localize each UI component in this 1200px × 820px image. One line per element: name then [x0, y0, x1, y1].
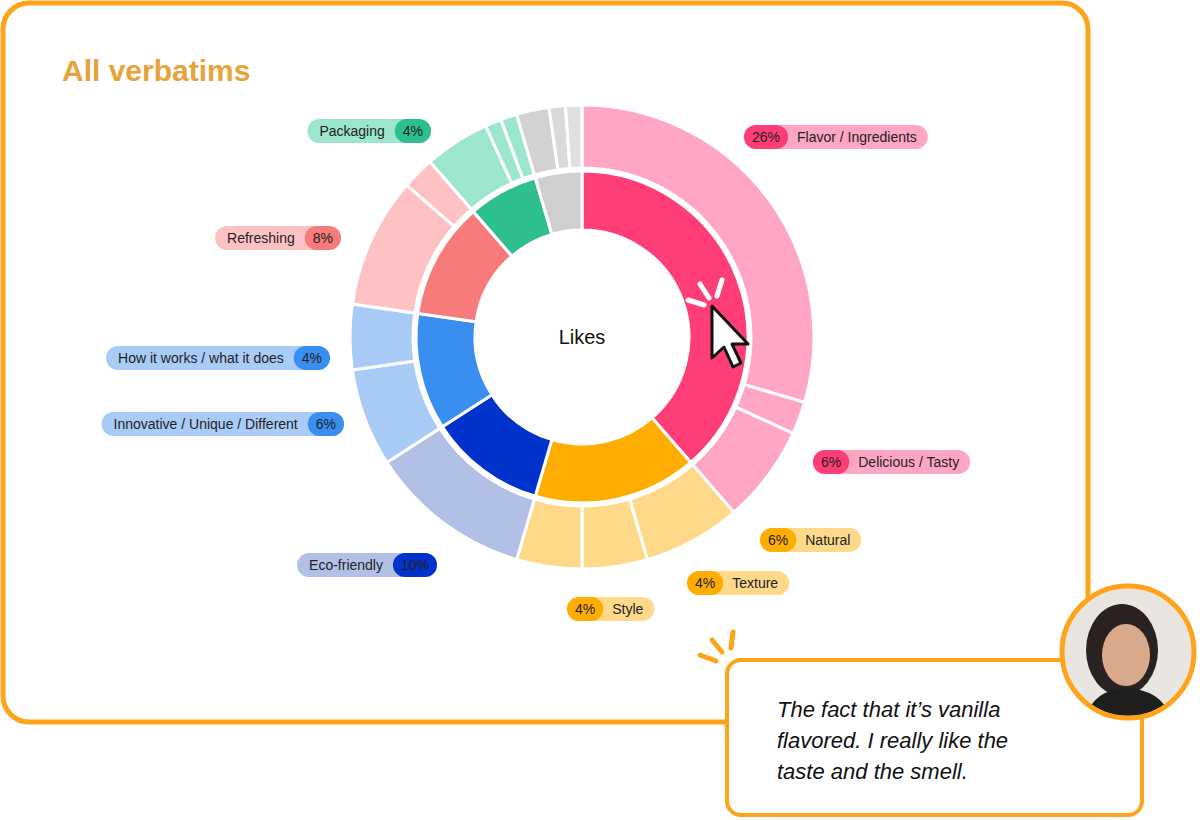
slice[interactable] — [582, 499, 647, 569]
center-label: Likes — [559, 326, 606, 348]
cursor — [688, 280, 748, 367]
data-label: 4% — [575, 601, 595, 617]
data-label: 6% — [316, 416, 336, 432]
badge: How it works / what it does 4% — [106, 346, 330, 370]
slice[interactable] — [350, 304, 415, 370]
badge-bg — [567, 597, 654, 621]
badge-pct-bg — [393, 553, 437, 577]
badge-bg — [687, 571, 789, 595]
badge: Texture 4% — [687, 571, 789, 595]
badge-pct-bg — [395, 119, 431, 143]
badge-label: Eco-friendly — [309, 557, 383, 573]
badge-bg — [307, 119, 431, 143]
badge-bg — [760, 528, 861, 552]
frame — [3, 3, 1088, 722]
quote-spark — [731, 632, 733, 648]
badge: Style 4% — [567, 597, 654, 621]
avatar-face — [1102, 624, 1150, 686]
cursor-spark — [688, 300, 704, 305]
badge: Packaging 4% — [307, 119, 431, 143]
data-label: 8% — [313, 230, 333, 246]
badge-bg — [297, 553, 437, 577]
badge-pct-bg — [305, 226, 341, 250]
badge-bg — [102, 412, 344, 436]
slice[interactable] — [352, 361, 439, 462]
badge-label: How it works / what it does — [118, 350, 284, 366]
badge-label: Packaging — [319, 123, 384, 139]
badge-bg — [744, 125, 928, 149]
quote-line: The fact that it’s vanilla — [777, 697, 1000, 722]
badge: Natural 6% — [760, 528, 861, 552]
data-label: 4% — [302, 350, 322, 366]
quote-line: taste and the smell. — [777, 759, 968, 784]
data-label: 4% — [403, 123, 423, 139]
badge: Refreshing 8% — [215, 226, 341, 250]
slice[interactable] — [565, 105, 582, 168]
badge-label: Texture — [732, 575, 778, 591]
title: All verbatims — [62, 54, 250, 87]
quote-spark — [700, 655, 716, 661]
data-label: 4% — [695, 575, 715, 591]
badge: Innovative / Unique / Different 6% — [102, 412, 344, 436]
chart: All verbatims Likes Flavor / Ingredients 26… — [0, 0, 1200, 820]
badge-label: Innovative / Unique / Different — [114, 416, 298, 432]
badge: Delicious / Tasty 6% — [813, 450, 970, 474]
badge: Flavor / Ingredients 26% — [744, 125, 928, 149]
avatar-bg — [1060, 584, 1200, 724]
badge-label: Refreshing — [227, 230, 295, 246]
cursor-spark — [717, 280, 722, 296]
badge-label: Delicious / Tasty — [858, 454, 959, 470]
badge-pct-bg — [687, 571, 723, 595]
rings: Likes — [350, 105, 814, 569]
data-label: 26% — [752, 129, 780, 145]
slice[interactable] — [582, 105, 814, 402]
badge-pct-bg — [308, 412, 344, 436]
badge-pct-bg — [760, 528, 796, 552]
badge-pct-bg — [744, 125, 788, 149]
badge-pct-bg — [567, 597, 603, 621]
avatar — [1060, 584, 1200, 724]
data-label: 6% — [768, 532, 788, 548]
badge-bg — [215, 226, 341, 250]
cursor-spark — [700, 284, 709, 298]
quote-line: flavored. I really like the — [777, 728, 1008, 753]
badge-pct-bg — [294, 346, 330, 370]
data-label: 10% — [401, 557, 429, 573]
badge-label: Style — [612, 601, 643, 617]
slice[interactable] — [630, 465, 734, 560]
badge-pct-bg — [813, 450, 849, 474]
badge-label: Flavor / Ingredients — [797, 129, 917, 145]
quote-spark — [712, 640, 722, 652]
data-label: 6% — [821, 454, 841, 470]
avatar-ring — [1062, 586, 1194, 718]
group-slice[interactable] — [535, 171, 582, 234]
badge: Eco-friendly 10% — [297, 553, 437, 577]
badge-bg — [813, 450, 970, 474]
badge-bg — [106, 346, 330, 370]
cursor-arrow — [712, 306, 748, 367]
badge-label: Natural — [805, 532, 850, 548]
avatar-hair — [1086, 604, 1158, 696]
